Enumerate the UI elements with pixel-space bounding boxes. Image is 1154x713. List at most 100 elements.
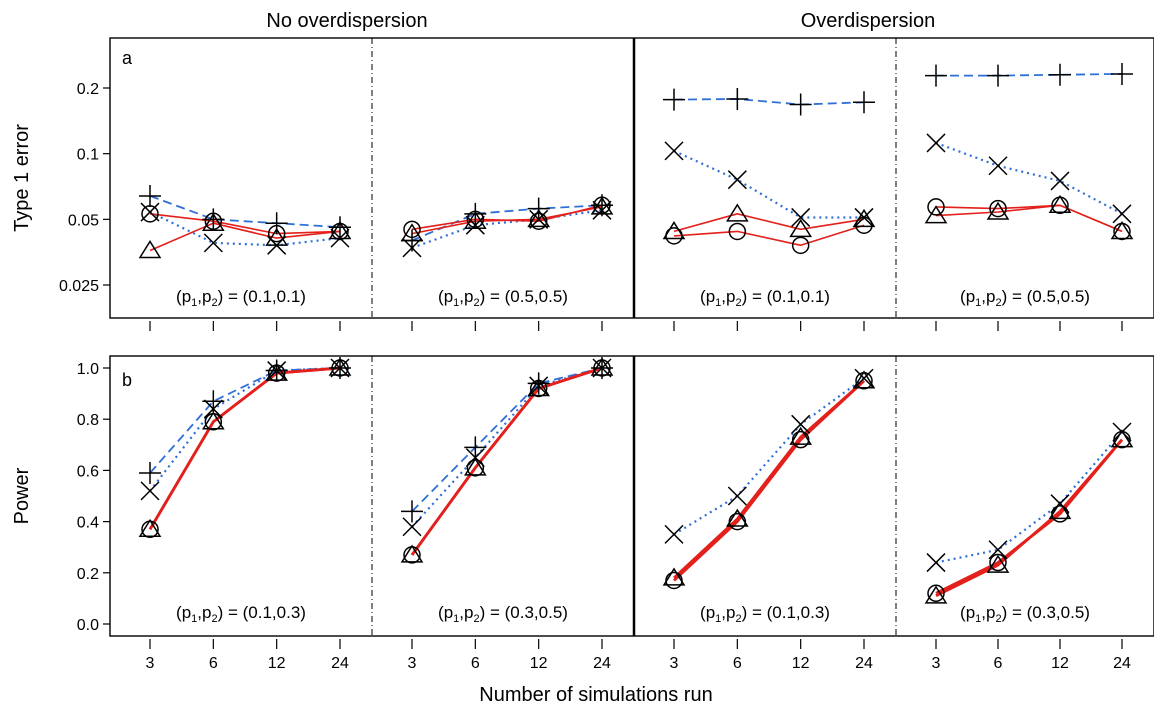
series-line-triangle xyxy=(148,366,341,531)
triangle-mark xyxy=(852,208,876,228)
plus-marker xyxy=(987,64,1009,87)
circle-marker xyxy=(927,584,945,603)
plus-mark xyxy=(1111,62,1133,85)
series-line-plus xyxy=(411,367,603,513)
plus-marker xyxy=(464,436,487,459)
cross-marker xyxy=(1050,171,1070,191)
triangle-mark xyxy=(924,205,948,224)
plus-marker xyxy=(527,197,550,220)
cross-mark xyxy=(926,553,946,573)
subplot-b-3: (p1,p2) = (0.1,0.3) xyxy=(662,368,876,625)
plus-marker xyxy=(726,88,749,111)
plus-mark xyxy=(139,461,161,484)
panel-letter: a xyxy=(122,48,133,68)
group-title-left: No overdispersion xyxy=(266,10,427,32)
y-tick-label: 0.025 xyxy=(59,278,99,295)
triangle-marker xyxy=(463,210,487,229)
triangle-marker xyxy=(201,411,225,430)
plus-mark xyxy=(853,91,875,114)
cross-mark xyxy=(664,141,684,161)
series-line-cross xyxy=(149,211,341,247)
cross-marker xyxy=(727,170,747,190)
subplot-label: (p1,p2) = (0.5,0.5) xyxy=(960,287,1090,309)
x-tick-label: 3 xyxy=(408,655,417,672)
plus-mark xyxy=(527,372,550,395)
triangle-marker xyxy=(138,518,162,538)
cross-mark xyxy=(1112,204,1132,224)
plus-mark xyxy=(726,88,749,111)
cross-mark xyxy=(854,368,874,388)
triangle-marker xyxy=(328,357,352,376)
series-line-plus xyxy=(149,367,341,474)
series-line-cross xyxy=(673,377,865,536)
triangle-mark xyxy=(852,370,876,389)
plus-mark xyxy=(464,202,487,225)
series-line-circle xyxy=(673,224,865,247)
triangle-mark xyxy=(265,227,289,246)
plus-marker xyxy=(1049,63,1071,86)
cross-mark xyxy=(1050,171,1070,191)
series-line-circle xyxy=(148,366,341,531)
panel-a: a Type 1 error 0.025 0.05 0.1 0.2 (p1,p2) = (0… xyxy=(11,37,1154,331)
subplot-label: (p1,p2) = (0.1,0.3) xyxy=(176,603,306,625)
triangle-marker xyxy=(725,508,749,527)
triangle-marker xyxy=(1048,194,1072,214)
triangle-marker xyxy=(328,221,352,240)
x-tick-label: 24 xyxy=(855,655,873,672)
circle-mark xyxy=(989,199,1007,218)
plus-mark xyxy=(789,93,812,116)
cross-marker xyxy=(203,233,223,253)
y-tick-label: 0.05 xyxy=(68,212,99,229)
plus-mark xyxy=(401,500,423,523)
triangle-mark xyxy=(789,218,813,238)
cross-mark xyxy=(529,209,549,229)
circle-mark xyxy=(403,220,421,239)
cross-mark xyxy=(402,238,422,258)
cross-marker xyxy=(926,133,946,153)
circle-mark xyxy=(989,553,1007,572)
circle-marker xyxy=(529,212,548,230)
triangle-mark xyxy=(527,208,551,228)
x-tick-label: 12 xyxy=(530,655,548,672)
plus-mark xyxy=(1049,63,1071,86)
triangle-marker xyxy=(789,218,813,238)
subplot-a-2: (p1,p2) = (0.5,0.5) xyxy=(400,194,614,309)
series-line-circle xyxy=(410,366,603,556)
cross-mark xyxy=(988,156,1008,176)
plus-mark xyxy=(925,64,947,87)
triangle-mark xyxy=(986,554,1010,573)
triangle-mark xyxy=(1110,429,1134,448)
x-tick-label: 12 xyxy=(1051,655,1069,672)
triangle-marker xyxy=(527,378,551,397)
x-tick-label: 24 xyxy=(331,655,349,672)
circle-mark xyxy=(728,222,747,241)
cross-marker xyxy=(529,209,549,229)
panel-frame xyxy=(109,37,1154,319)
y-tick-label: 0.2 xyxy=(77,566,99,583)
circle-mark xyxy=(791,236,810,255)
cross-mark xyxy=(203,399,223,419)
x-tick-label: 24 xyxy=(593,655,611,672)
cross-mark xyxy=(140,481,160,501)
cross-marker xyxy=(926,553,946,573)
cross-mark xyxy=(727,486,747,506)
triangle-marker xyxy=(662,221,686,240)
cross-marker xyxy=(854,368,874,388)
x-tick-label: 6 xyxy=(733,655,742,672)
panel-letter: b xyxy=(122,370,132,390)
triangle-mark xyxy=(527,378,551,397)
y-tick-label: 1.0 xyxy=(77,361,99,378)
triangle-mark xyxy=(463,457,487,476)
plus-marker xyxy=(464,202,487,225)
x-tick-label: 3 xyxy=(670,655,679,672)
x-tick-label: 12 xyxy=(268,655,286,672)
series-line-plus xyxy=(149,195,341,229)
series-line-cross xyxy=(673,149,864,219)
triangle-marker xyxy=(789,426,813,445)
triangle-mark xyxy=(265,362,289,381)
x-tick-label: 6 xyxy=(471,655,480,672)
subplot-a-3: (p1,p2) = (0.1,0.1) xyxy=(662,88,876,309)
cross-marker xyxy=(791,414,811,434)
cross-mark xyxy=(926,133,946,153)
circle-marker xyxy=(267,224,286,243)
